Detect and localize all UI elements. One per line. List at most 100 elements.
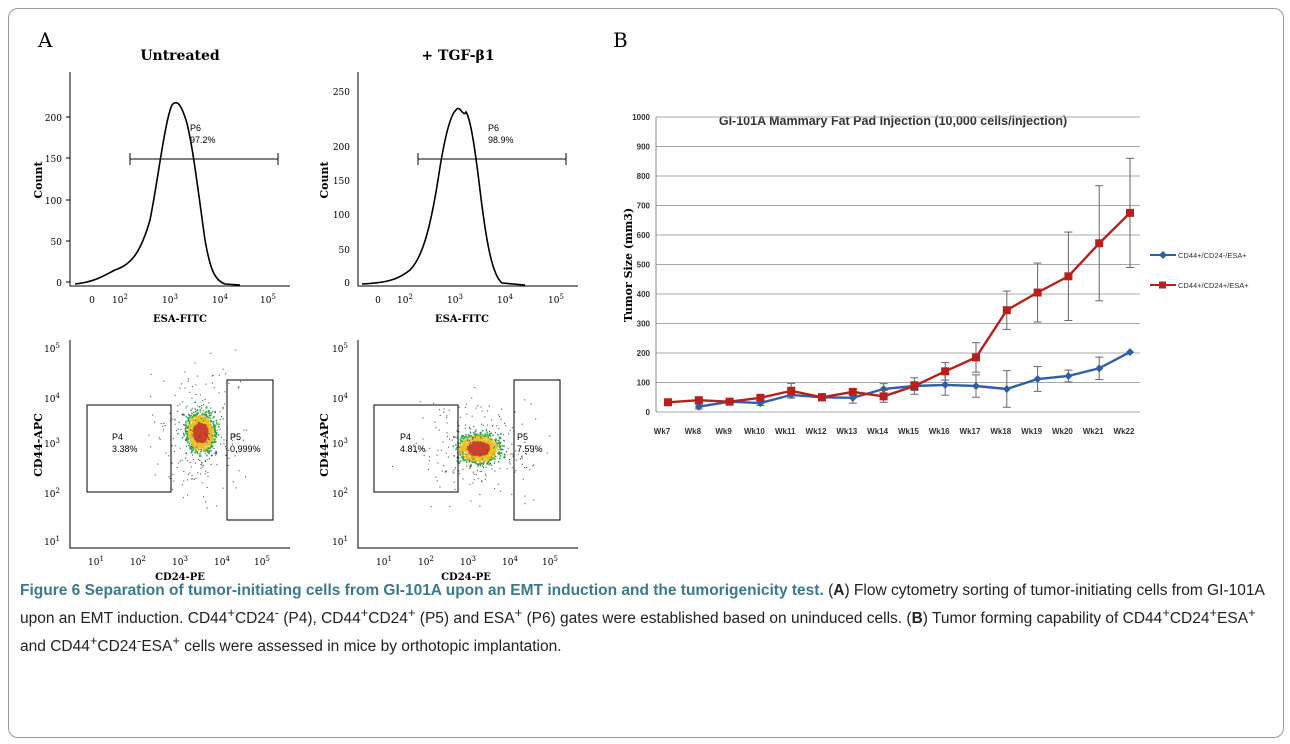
- dot-event: [453, 436, 455, 438]
- dot-event: [506, 468, 508, 470]
- dot-event: [186, 436, 188, 439]
- dot-event: [216, 423, 218, 425]
- dot-event: [499, 452, 502, 455]
- panel-a-label: A: [37, 28, 53, 52]
- dot-event: [204, 428, 207, 431]
- dot-event: [461, 450, 463, 453]
- dot-event: [183, 424, 186, 426]
- dot-event: [205, 444, 207, 447]
- dot-event: [186, 420, 189, 422]
- dot-event: [478, 447, 481, 449]
- dot-event: [189, 433, 191, 436]
- dot-event: [204, 421, 206, 423]
- dot-event: [462, 451, 464, 453]
- dot-event: [201, 428, 203, 430]
- dot-event: [461, 449, 463, 452]
- dot-event: [462, 438, 465, 440]
- chart-series: [664, 157, 1134, 411]
- dot-event: [199, 473, 201, 475]
- dot-event: [469, 435, 472, 437]
- dot-event: [206, 426, 208, 428]
- dot-event: [476, 460, 478, 462]
- dot-event: [174, 419, 176, 421]
- dot-event: [477, 448, 479, 450]
- dot-event: [485, 447, 488, 449]
- dot-event: [462, 453, 464, 455]
- dot-event: [458, 461, 461, 464]
- dot-event: [524, 495, 526, 497]
- dot-event: [232, 481, 234, 483]
- dot-event: [181, 436, 184, 439]
- dot-event: [190, 466, 192, 468]
- dot-event: [439, 409, 441, 411]
- dot-event: [480, 436, 482, 438]
- dot-event: [511, 467, 513, 469]
- dot-event: [206, 445, 209, 447]
- dot-event: [198, 406, 201, 408]
- dot-t-ylabel: CD44-APC: [318, 413, 331, 477]
- dot-event: [439, 415, 441, 417]
- dot-event: [222, 406, 224, 408]
- dot-event: [214, 411, 216, 414]
- dot-event: [490, 445, 492, 448]
- dot-event: [469, 442, 471, 444]
- dot-event: [434, 421, 436, 423]
- dot-event: [185, 421, 187, 423]
- dot-event: [478, 439, 480, 441]
- dot-event: [465, 453, 467, 455]
- dot-event: [211, 375, 213, 377]
- dot-event: [208, 433, 211, 436]
- dot-event: [508, 433, 510, 435]
- dot-event: [482, 463, 484, 465]
- dot-u-xtick: 102: [130, 555, 146, 568]
- dot-event: [213, 447, 215, 449]
- dot-event: [470, 428, 472, 430]
- dot-event: [462, 435, 464, 437]
- dot-t-xtick: 105: [542, 555, 558, 568]
- dot-event: [464, 459, 467, 461]
- dot-event: [224, 391, 226, 393]
- dot-event: [505, 450, 508, 453]
- dot-event: [490, 440, 492, 442]
- dot-event: [489, 434, 491, 437]
- dot-event: [429, 447, 431, 449]
- dot-event: [197, 445, 199, 447]
- dot-event: [500, 433, 502, 435]
- dot-event: [200, 467, 202, 469]
- dot-event: [471, 439, 473, 441]
- dot-event: [211, 432, 213, 434]
- dot-event: [216, 505, 218, 507]
- dot-event: [498, 451, 500, 454]
- dot-event: [209, 429, 211, 431]
- dot-event: [488, 440, 491, 443]
- dot-event: [186, 435, 189, 437]
- caption-marker: ESA: [483, 610, 515, 628]
- dot-event: [497, 483, 499, 485]
- dot-event: [499, 446, 501, 449]
- dot-event: [495, 442, 498, 445]
- dot-event: [491, 455, 493, 458]
- caption-ref-a: A: [833, 582, 845, 599]
- dot-event: [204, 434, 206, 436]
- dot-event: [459, 460, 462, 462]
- dot-event: [200, 417, 202, 419]
- dot-event: [463, 449, 465, 451]
- dot-event: [199, 460, 201, 462]
- dot-event: [473, 446, 475, 448]
- dot-event: [187, 425, 189, 427]
- dotplot-untreated: 105 104 103 102 101 CD44-APC 101 102 103…: [32, 340, 290, 580]
- dot-event: [219, 418, 221, 420]
- dot-event: [478, 448, 481, 451]
- dot-event: [233, 435, 235, 437]
- dot-event: [491, 438, 493, 440]
- dot-event: [472, 450, 474, 452]
- dot-event: [194, 444, 196, 446]
- dot-event: [467, 453, 469, 455]
- dot-event: [494, 470, 496, 472]
- dot-event: [210, 442, 213, 445]
- dot-event: [189, 448, 191, 450]
- dot-event: [193, 411, 195, 413]
- dot-event: [480, 447, 483, 449]
- dot-event: [468, 446, 470, 448]
- data-point: [972, 353, 980, 362]
